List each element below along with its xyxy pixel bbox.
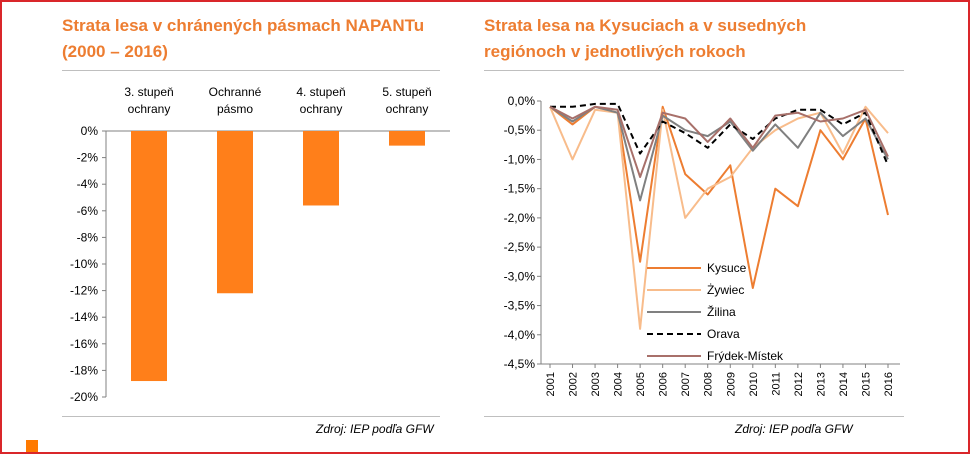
y-tick-label: -3,0%	[504, 269, 536, 283]
left-bar-chart: 0% -2% -4% -6% -8% -10% -12% -14% -16% -18% -20% 3.…	[70, 85, 450, 404]
x-tick-label: 2001	[545, 372, 557, 396]
corner-marker	[26, 440, 38, 452]
x-tick-label: 2014	[838, 372, 850, 396]
right-source-note: Zdroj: IEP podľa GFW	[735, 422, 853, 436]
category-label: ochrany	[128, 102, 171, 116]
y-tick-label: 0,0%	[508, 94, 536, 108]
right-chart-title-line1: Strata lesa na Kysuciach a v susedných	[484, 16, 807, 35]
y-tick-label: -1,0%	[504, 152, 536, 166]
x-tick-label: 2004	[613, 372, 625, 396]
y-tick-label: -4%	[77, 177, 99, 191]
category-label: ochrany	[386, 102, 429, 116]
x-tick-label: 2012	[793, 372, 805, 396]
x-tick-label: 2009	[725, 372, 737, 396]
right-line-chart: 0,0% -0,5% -1,0% -1,5% -2,0% -2,5% -3,0% -3,5% -…	[504, 94, 900, 396]
category-label: pásmo	[217, 102, 253, 116]
category-label: 4. stupeň	[296, 85, 345, 99]
y-tick-label: -3,5%	[504, 299, 536, 313]
left-chart-title-line2: (2000 – 2016)	[62, 42, 168, 61]
y-tick-label: -2%	[77, 151, 99, 165]
x-tick-label: 2011	[770, 372, 782, 396]
x-tick-label: 2010	[748, 372, 760, 396]
category-label: 3. stupeň	[124, 85, 173, 99]
y-tick-label: -8%	[77, 230, 99, 244]
x-tick-label: 2013	[815, 372, 827, 396]
series-line	[549, 105, 889, 178]
left-title-rule	[62, 70, 440, 71]
legend-label: Frýdek-Místek	[707, 349, 784, 363]
bar	[217, 131, 253, 294]
category-label: 5. stupeň	[382, 85, 431, 99]
y-tick-label: 0%	[81, 124, 99, 138]
y-tick-label: -1,5%	[504, 182, 536, 196]
y-tick-label: -0,5%	[504, 123, 536, 137]
y-tick-label: -10%	[70, 257, 98, 271]
x-tick-label: 2002	[568, 372, 580, 396]
y-tick-label: -16%	[70, 337, 98, 351]
legend-label: Orava	[707, 327, 740, 341]
x-tick-label: 2008	[703, 372, 715, 396]
category-label: ochrany	[300, 102, 343, 116]
y-tick-label: -14%	[70, 310, 98, 324]
bar	[131, 131, 167, 382]
legend-label: Kysuce	[707, 261, 747, 275]
y-tick-label: -6%	[77, 204, 99, 218]
y-tick-label: -20%	[70, 390, 98, 404]
x-tick-label: 2016	[883, 372, 895, 396]
left-chart-title-line1: Strata lesa v chránených pásmach NAPANTu	[62, 16, 425, 35]
legend-label: Žilina	[707, 304, 736, 319]
bar	[303, 131, 339, 206]
left-source-rule	[62, 416, 440, 417]
y-tick-label: -2,5%	[504, 240, 536, 254]
legend-label: Żywiec	[707, 283, 744, 297]
x-tick-label: 2006	[658, 372, 670, 396]
category-label: Ochranné	[209, 85, 262, 99]
series-line	[550, 102, 889, 166]
y-tick-label: -4,0%	[504, 328, 536, 342]
series-line	[549, 105, 889, 330]
right-chart-title-line2: regiónoch v jednotlivých rokoch	[484, 42, 746, 61]
left-source-note: Zdroj: IEP podľa GFW	[316, 422, 434, 436]
right-source-rule	[484, 416, 904, 417]
y-tick-label: -4,5%	[504, 357, 536, 371]
right-title-rule	[484, 70, 904, 71]
y-tick-label: -18%	[70, 363, 98, 377]
x-tick-label: 2003	[590, 372, 602, 396]
x-tick-label: 2005	[635, 372, 647, 396]
x-tick-label: 2015	[860, 372, 872, 396]
y-tick-label: -2,0%	[504, 211, 536, 225]
x-tick-label: 2007	[680, 372, 692, 396]
bar	[389, 131, 425, 146]
y-tick-label: -12%	[70, 284, 98, 298]
